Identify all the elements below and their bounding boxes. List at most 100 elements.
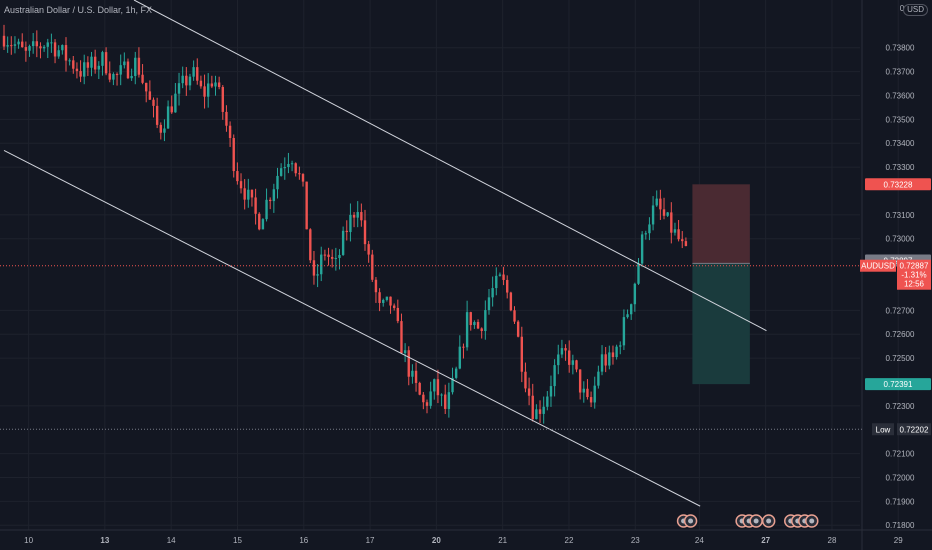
- candle-down: [236, 171, 239, 182]
- event-markers[interactable]: [676, 514, 819, 528]
- candle-down: [389, 296, 392, 306]
- candle-up: [546, 396, 549, 407]
- price-tick-label: 0.72500: [886, 354, 915, 363]
- candle-up: [429, 391, 432, 406]
- candle-up: [473, 322, 476, 326]
- candle-down: [21, 41, 24, 48]
- channel-lower-line[interactable]: [3, 149, 701, 507]
- candle-down: [199, 80, 203, 87]
- candle-down: [589, 397, 593, 403]
- candle-up: [385, 296, 389, 300]
- candle-up: [181, 75, 184, 84]
- candle-down: [367, 244, 370, 255]
- candle-down: [258, 213, 261, 230]
- candle-down: [662, 209, 666, 216]
- price-axis[interactable]: 0.73800 0.73700 0.73600 0.73500 0.73400 0.733…: [886, 44, 915, 530]
- time-tick-label: 22: [565, 536, 574, 545]
- candle-down: [407, 350, 410, 377]
- candle-up: [46, 42, 49, 47]
- target-price-badge: [865, 378, 931, 391]
- candle-down: [520, 336, 524, 372]
- candle-down: [681, 239, 684, 242]
- scale-zero-label: 0: [900, 4, 905, 13]
- candle-down: [480, 328, 483, 332]
- price-tick-label: 0.73800: [886, 44, 915, 53]
- candle-down: [93, 56, 97, 70]
- candle-up: [90, 56, 93, 68]
- time-tick-label: 27: [761, 536, 770, 545]
- candle-up: [279, 168, 283, 176]
- candle-down: [378, 292, 381, 303]
- candle-down: [232, 138, 235, 172]
- price-tick-label: 0.73100: [886, 211, 915, 220]
- candle-down: [148, 91, 152, 100]
- candle-down: [298, 173, 301, 175]
- take-profit-zone[interactable]: [692, 263, 750, 385]
- candle-up: [247, 189, 250, 200]
- price-tick-label: 0.71900: [886, 497, 915, 506]
- current-price-badge: [897, 259, 931, 290]
- candle-up: [83, 62, 86, 77]
- candle-up: [166, 106, 170, 129]
- price-tick-label: 0.73700: [886, 68, 915, 77]
- candle-up: [207, 83, 210, 97]
- candle-down: [578, 369, 582, 393]
- candle-up: [673, 229, 677, 233]
- candle-up: [637, 263, 640, 284]
- candle-down: [170, 106, 173, 113]
- currency-label[interactable]: USD: [903, 4, 928, 16]
- time-tick-label: 24: [695, 536, 704, 545]
- time-tick-label: 14: [167, 536, 176, 545]
- candle-up: [549, 386, 553, 397]
- price-badges: 0.732280.72897AUDUSD0.72887-1.31%12:560.…: [860, 4, 931, 436]
- candle-down: [210, 83, 214, 87]
- symbol-badge: [860, 259, 896, 272]
- candle-up: [633, 283, 637, 305]
- candle-up: [290, 163, 294, 165]
- candle-down: [400, 321, 403, 354]
- target-price-badge-text: 0.72391: [884, 380, 913, 389]
- candle-down: [115, 74, 119, 76]
- candle-down: [64, 45, 68, 61]
- candle-down: [422, 394, 425, 403]
- symbol-title[interactable]: Australian Dollar / U.S. Dollar, 1h, FX: [4, 5, 153, 15]
- candle-down: [294, 163, 297, 174]
- candle-up: [134, 57, 137, 77]
- time-axis[interactable]: 10 13 14 15 16 17 20 21 22 23 24 27 28 29: [24, 536, 903, 545]
- candle-down: [126, 61, 130, 79]
- stop-loss-zone[interactable]: [692, 184, 750, 264]
- candle-down: [24, 47, 28, 51]
- candle-down: [425, 402, 429, 406]
- price-tick-label: 0.72600: [886, 330, 915, 339]
- event-marker-dot: [766, 518, 772, 524]
- candle-down: [196, 67, 199, 81]
- candle-up: [491, 288, 494, 298]
- candle-up: [214, 82, 217, 87]
- candle-up: [648, 224, 651, 234]
- candle-up: [356, 212, 359, 218]
- candle-up: [403, 350, 407, 354]
- candle-down: [86, 62, 90, 68]
- trend-channel[interactable]: [3, 0, 767, 507]
- candle-down: [2, 35, 6, 47]
- candle-up: [582, 388, 585, 393]
- candle-down: [327, 254, 330, 257]
- candle-up: [382, 299, 385, 303]
- price-tick-label: 0.73400: [886, 139, 915, 148]
- candle-up: [626, 314, 629, 318]
- candle-up: [484, 310, 487, 332]
- price-tick-label: 0.72000: [886, 473, 915, 482]
- candle-down: [104, 52, 108, 74]
- low-label-text: Low: [876, 425, 891, 434]
- candle-up: [560, 348, 564, 355]
- channel-upper-line[interactable]: [133, 0, 767, 332]
- candle-down: [371, 254, 374, 280]
- candle-up: [451, 377, 454, 393]
- current-price-text: 0.72887: [900, 262, 929, 271]
- candle-down: [243, 188, 246, 200]
- candle-down: [531, 395, 534, 420]
- candle-up: [97, 65, 101, 70]
- low-price-badge: [897, 423, 931, 436]
